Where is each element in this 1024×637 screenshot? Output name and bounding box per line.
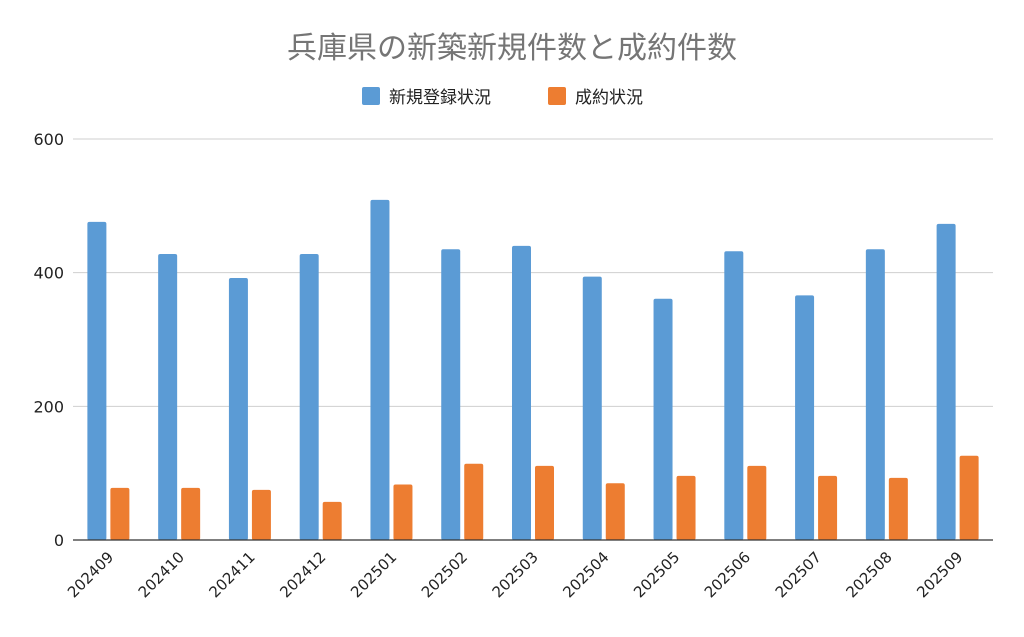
legend-swatch-new-registrations xyxy=(362,87,380,105)
bar-contracts xyxy=(110,487,130,540)
y-axis-labels: 0 200 400 600 xyxy=(33,130,64,550)
x-tick-label: 202410 xyxy=(135,548,188,601)
bar-new-registrations xyxy=(724,251,744,540)
x-tick-label: 202411 xyxy=(206,548,259,601)
x-tick-label: 202503 xyxy=(489,548,542,601)
bar-new-registrations xyxy=(441,249,461,540)
bar-contracts xyxy=(959,455,979,540)
x-tick-label: 202502 xyxy=(418,548,471,601)
bar-contracts xyxy=(535,465,554,540)
bar-contracts xyxy=(818,475,838,540)
x-tick-label: 202504 xyxy=(559,548,612,601)
bar-new-registrations xyxy=(512,245,531,540)
bar-new-registrations xyxy=(228,278,248,540)
bars xyxy=(87,199,979,540)
x-tick-label: 202506 xyxy=(701,548,754,601)
bar-contracts xyxy=(322,501,342,540)
x-axis-labels: 202409 202410 202411 202412 202501 202502 2025… xyxy=(64,548,966,601)
bar-new-registrations xyxy=(87,221,107,540)
chart-title: 兵庫県の新築新規件数と成約件数 xyxy=(287,31,737,66)
legend-label-contracts: 成約状況 xyxy=(575,88,643,108)
legend: 新規登録状況 成約状況 xyxy=(362,87,643,108)
x-tick-label: 202501 xyxy=(347,548,400,601)
bar-contracts xyxy=(888,477,908,540)
bar-new-registrations xyxy=(653,298,673,540)
x-tick-label: 202409 xyxy=(64,548,117,601)
bar-contracts xyxy=(181,487,201,540)
x-tick-label: 202507 xyxy=(772,548,825,601)
bar-new-registrations xyxy=(299,253,319,540)
bar-new-registrations xyxy=(582,276,602,540)
bar-contracts xyxy=(251,489,271,540)
bar-new-registrations xyxy=(936,223,956,540)
y-tick-label: 200 xyxy=(33,397,64,416)
x-tick-label: 202509 xyxy=(913,548,966,601)
bar-new-registrations xyxy=(370,199,390,540)
y-tick-label: 0 xyxy=(54,531,64,550)
x-tick-label: 202505 xyxy=(630,548,683,601)
bar-contracts xyxy=(393,484,413,540)
legend-label-new-registrations: 新規登録状況 xyxy=(389,88,491,108)
y-tick-label: 600 xyxy=(33,130,64,149)
bar-contracts xyxy=(605,483,625,540)
x-tick-label: 202412 xyxy=(276,548,329,601)
bar-contracts xyxy=(747,465,767,540)
legend-swatch-contracts xyxy=(548,87,566,105)
bar-contracts xyxy=(676,475,696,540)
bar-new-registrations xyxy=(158,253,178,540)
x-tick-label: 202508 xyxy=(842,548,895,601)
bar-new-registrations xyxy=(865,249,885,540)
bar-new-registrations xyxy=(795,295,815,540)
bar-contracts xyxy=(464,463,484,540)
y-tick-label: 400 xyxy=(33,264,64,283)
gridlines xyxy=(73,138,993,407)
